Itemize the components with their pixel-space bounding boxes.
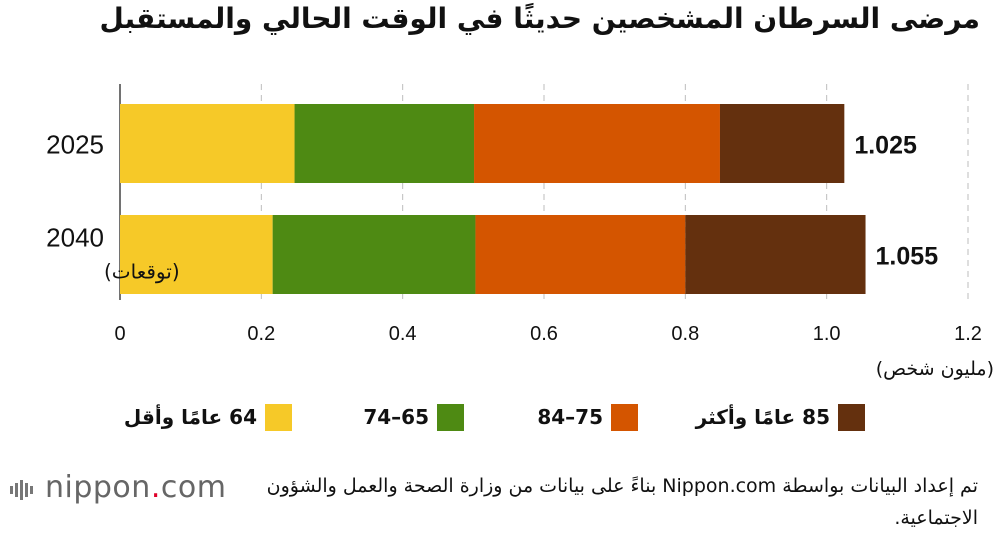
x-tick-label: 1.0	[813, 323, 841, 345]
y-category-label: 2025	[46, 130, 104, 160]
bar-segment	[120, 215, 273, 294]
nippon-logo: nippon.com	[10, 470, 226, 506]
legend-item: 65–74	[0, 400, 1000, 436]
bar-segment	[475, 215, 686, 294]
bar-segment	[685, 215, 866, 294]
legend-label: 64 عامًا وأقل	[123, 405, 257, 429]
bar-total-label: 1.055	[876, 243, 939, 271]
x-tick-label: 0.4	[389, 323, 417, 345]
bar-segment	[474, 104, 720, 183]
stacked-bar-chart: 0 0.2 0.4 0.6 0.8 1.0 1.2 1.025 2025 1.055 2040(تو…	[46, 84, 994, 380]
bar-segment	[294, 104, 475, 183]
legend-swatch	[611, 404, 638, 431]
logo-dot: .	[150, 470, 161, 505]
y-category-label: 2040	[46, 223, 104, 253]
bar-segment	[272, 215, 476, 294]
x-tick-label: 0.2	[247, 323, 275, 345]
legend-label: 85 عامًا وأكثر	[695, 405, 830, 429]
x-tick-label: 0	[114, 323, 125, 345]
logo-text-tail: com	[160, 470, 227, 505]
legend-swatch	[838, 404, 865, 431]
x-tick-label: 1.2	[954, 323, 982, 345]
legend-label: 75–84	[537, 405, 603, 429]
bar-segment	[719, 104, 845, 183]
chart-legend: 64 عامًا وأقل 65–74 75–84 85 عامًا وأكثر	[0, 400, 1000, 436]
y-category-note: (توقعات)	[104, 260, 180, 284]
chart-title: مرضى السرطان المشخصين حديثًا في الوقت ال…	[99, 2, 981, 35]
x-tick-label: 0.6	[530, 323, 558, 345]
source-note: تم إعداد البيانات بواسطة Nippon.com بناء…	[266, 475, 978, 529]
bar-total-label: 1.025	[854, 132, 917, 160]
logo-text-main: nippon	[45, 470, 151, 505]
bar-segment	[120, 104, 295, 183]
legend-swatch	[437, 404, 464, 431]
legend-item: 64 عامًا وأقل	[0, 400, 1000, 436]
legend-item: 85 عامًا وأكثر	[0, 400, 1000, 436]
logo-bars-icon	[10, 471, 35, 506]
x-tick-label: 0.8	[671, 323, 699, 345]
x-axis-label: (مليون شخص)	[876, 358, 994, 380]
legend-swatch	[265, 404, 292, 431]
legend-item: 75–84	[0, 400, 1000, 436]
legend-label: 65–74	[363, 405, 429, 429]
